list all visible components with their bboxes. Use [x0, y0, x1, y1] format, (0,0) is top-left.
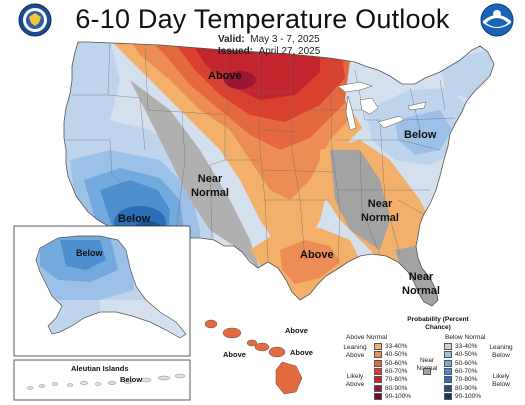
legend-near-normal-swatch — [423, 368, 431, 375]
legend-above-swatch — [374, 359, 382, 367]
label-hawaii-a: Above — [285, 326, 308, 335]
legend-below-bin-label: 80-90% — [455, 384, 478, 392]
legend-below-swatch — [444, 359, 452, 367]
valid-value: May 3 - 7, 2025 — [250, 34, 320, 45]
legend-above-bin-label: 90-100% — [385, 392, 412, 400]
legend-above-swatch — [374, 384, 382, 392]
label-aleutian: Below — [120, 375, 143, 384]
legend-below-bin-label: 90-100% — [455, 392, 482, 400]
label-central: Near Normal — [191, 173, 229, 199]
legend-above-swatch — [374, 392, 382, 400]
legend-title: Probability (Percent Chance) — [407, 316, 469, 331]
legend-above-bin-label: 40-50% — [385, 351, 408, 359]
legend-below-swatch — [444, 376, 452, 384]
legend-above-bin-label: 50-60% — [385, 359, 408, 367]
label-hawaii-c: Above — [290, 348, 313, 357]
great-lakes — [337, 81, 427, 131]
legend-above-bin-label: 80-90% — [385, 384, 408, 392]
label-florida: Near Normal — [402, 271, 440, 297]
legend-above-swatch — [374, 367, 382, 375]
label-southwest: Below — [118, 213, 151, 225]
legend-leaning-above: Leaning Above — [343, 344, 367, 359]
issued-value: April 27, 2025 — [258, 46, 321, 57]
legend-above-bin-label: 60-70% — [385, 367, 408, 375]
legend-below-swatch — [444, 384, 452, 392]
label-alaska: Below — [76, 248, 103, 258]
aleutian-inset-frame — [13, 359, 191, 401]
legend-above-header: Above Normal — [346, 334, 388, 341]
legend-above-swatch — [374, 343, 382, 350]
legend-above-bin-label: 70-80% — [385, 376, 408, 384]
label-aleutian-title: Aleutian Islands — [71, 364, 129, 373]
legend-above-swatch — [374, 376, 382, 384]
alaska-outline — [35, 235, 187, 339]
issued-label: Issued: — [218, 46, 254, 57]
department-of-commerce-seal-icon — [18, 3, 52, 37]
legend-below-bin-label: 50-60% — [455, 359, 478, 367]
noaa-logo-icon — [480, 3, 514, 37]
legend-below-swatch — [444, 351, 452, 359]
legend-leaning-below: Leaning Below — [489, 344, 513, 359]
hawaii-islands — [204, 319, 303, 395]
legend-likely-above: Likely Above — [345, 373, 365, 388]
legend-above-bin-label: 33-40% — [385, 343, 408, 350]
legend-below-bin-label: 33-40% — [455, 343, 478, 350]
legend-above-swatch — [374, 351, 382, 359]
label-southeast: Near Normal — [361, 198, 399, 224]
legend-below-swatch — [444, 343, 452, 350]
valid-label: Valid: — [218, 34, 245, 45]
state-borders — [66, 42, 456, 266]
aleutian-islands — [26, 373, 186, 390]
legend-below-bin-label: 40-50% — [455, 351, 478, 359]
legend-below-bin-label: 60-70% — [455, 367, 478, 375]
conus-outline — [63, 41, 495, 307]
date-block: Valid: May 3 - 7, 2025 Issued: April 27,… — [218, 34, 320, 58]
legend-below-swatch — [444, 392, 452, 400]
legend-likely-below: Likely Below — [492, 373, 510, 388]
map-title: 6-10 Day Temperature Outlook — [75, 4, 450, 34]
legend-below-swatch — [444, 367, 452, 375]
label-gulf: Above — [300, 249, 334, 261]
label-north-plains: Above — [208, 70, 242, 82]
legend-below-bin-label: 70-80% — [455, 376, 478, 384]
label-hawaii-b: Above — [223, 350, 246, 359]
label-northeast: Below — [404, 129, 437, 141]
legend-below-header: Below Normal — [445, 334, 486, 341]
